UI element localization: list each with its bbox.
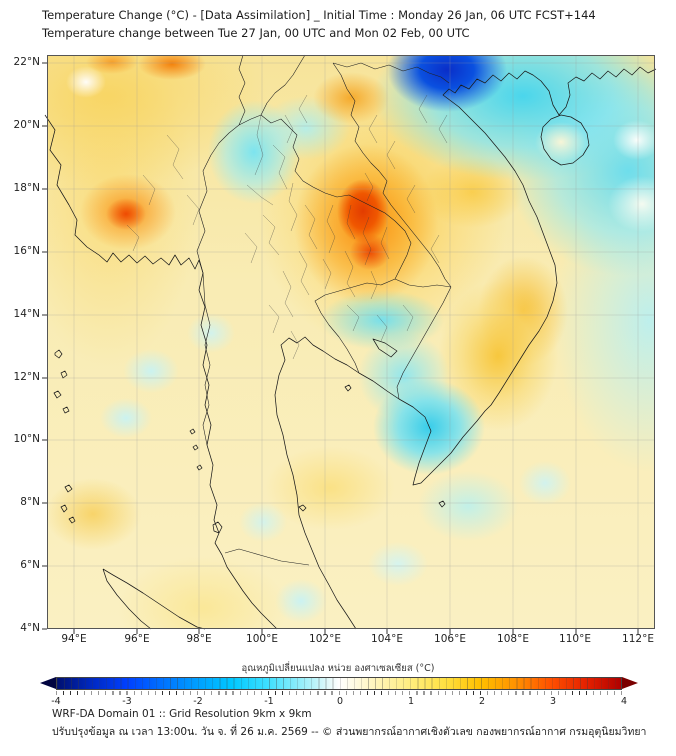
lat-tick-label: 8°N	[20, 496, 40, 508]
lon-tick-label: 108°E	[497, 633, 529, 645]
lat-tick-label: 20°N	[13, 119, 40, 131]
lat-tick-label: 18°N	[13, 182, 40, 194]
colorbar-tick-label: 2	[478, 696, 486, 707]
footer-update-credit: ปรับปรุงข้อมูล ณ เวลา 13:00น. วัน จ. ที่…	[52, 726, 647, 738]
lon-tick-label: 104°E	[371, 633, 403, 645]
lat-tick-label: 22°N	[13, 56, 40, 68]
lat-tick-label: 4°N	[20, 622, 40, 634]
colorbar-tick-label: 0	[336, 696, 344, 707]
colorbar-tick-label: 3	[549, 696, 557, 707]
figure-title-line1: Temperature Change (°C) - [Data Assimila…	[42, 8, 596, 22]
lon-tick-label: 110°E	[559, 633, 591, 645]
colorbar-tick-label: -4	[51, 696, 61, 707]
lon-tick-label: 106°E	[434, 633, 466, 645]
lon-tick-label: 112°E	[622, 633, 654, 645]
colorbar-right-arrow	[622, 677, 638, 689]
lat-tick-label: 14°N	[13, 308, 40, 320]
colorbar-left-arrow	[40, 677, 56, 689]
colorbar	[56, 677, 622, 690]
lon-tick-label: 96°E	[124, 633, 150, 645]
colorbar-tick-label: 1	[407, 696, 415, 707]
colorbar-minor-ticks	[56, 691, 622, 695]
lat-tick-label: 12°N	[13, 371, 40, 383]
lat-tick-label: 10°N	[13, 433, 40, 445]
lon-tick-label: 94°E	[61, 633, 87, 645]
lon-tick-label: 102°E	[309, 633, 341, 645]
colorbar-tick-label: 4	[620, 696, 628, 707]
colorbar-tick-label: -3	[122, 696, 132, 707]
temperature-change-map	[47, 55, 655, 629]
lat-tick-label: 6°N	[20, 559, 40, 571]
footer-domain-info: WRF-DA Domain 01 :: Grid Resolution 9km …	[52, 708, 312, 720]
colorbar-tick-label: -2	[193, 696, 203, 707]
lon-tick-label: 98°E	[186, 633, 212, 645]
lon-tick-label: 100°E	[246, 633, 278, 645]
colorbar-label: อุณหภูมิเปลี่ยนแปลง หน่วย องศาเซลเซียส (…	[241, 663, 435, 674]
lat-tick-label: 16°N	[13, 245, 40, 257]
colorbar-tick-label: -1	[264, 696, 274, 707]
figure-title-line2: Temperature change between Tue 27 Jan, 0…	[42, 26, 470, 40]
